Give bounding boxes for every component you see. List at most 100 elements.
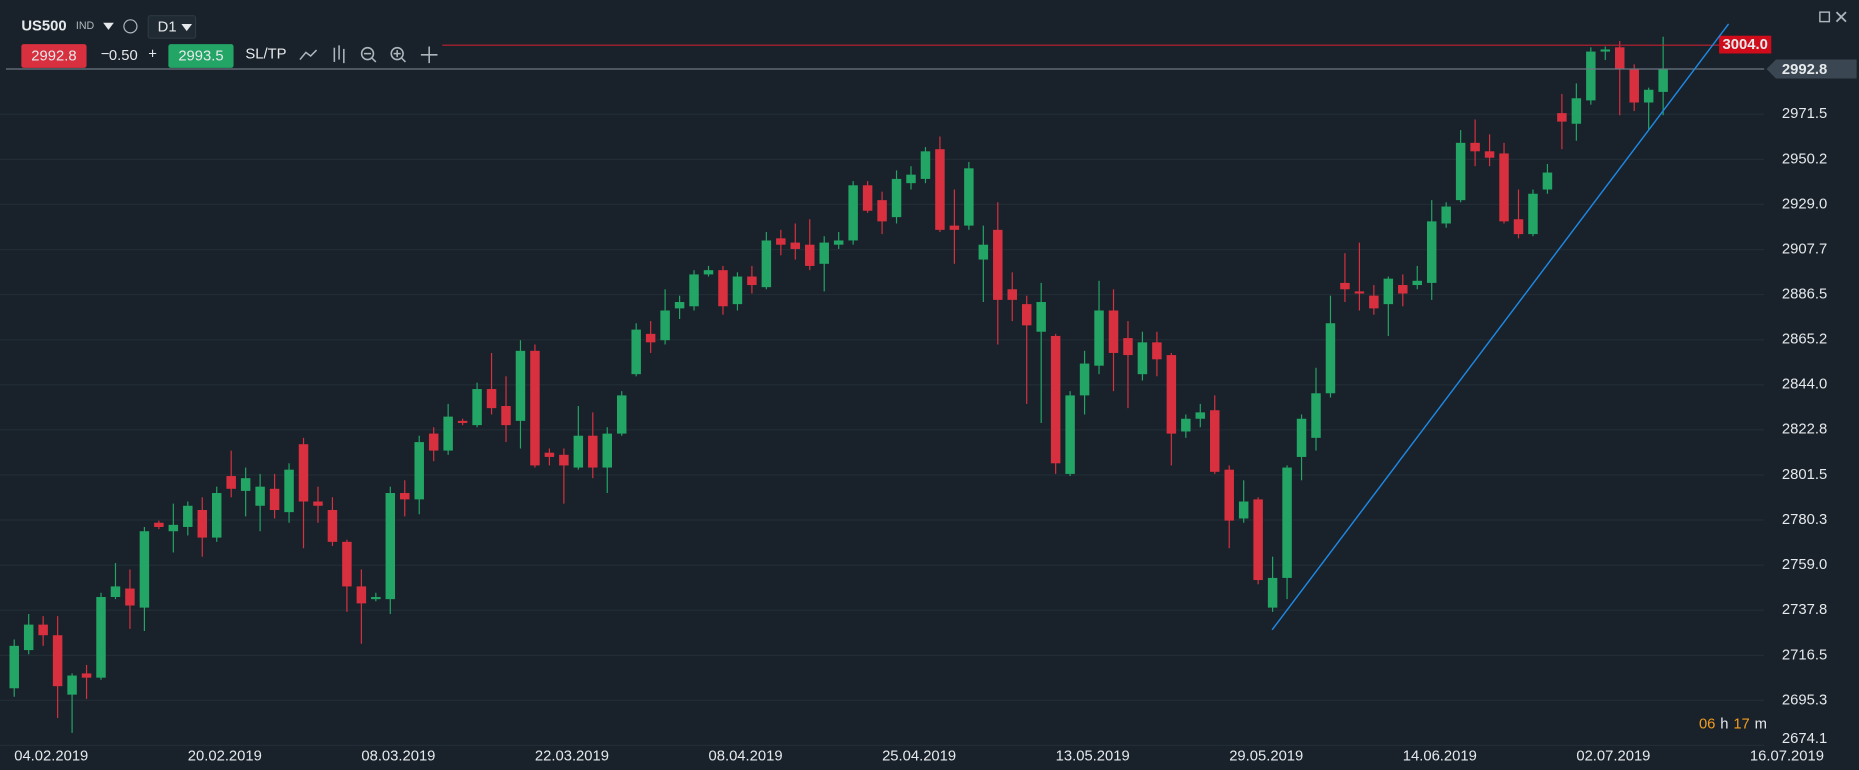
candle-body xyxy=(1643,89,1654,103)
candle-body xyxy=(819,242,829,264)
candle-body xyxy=(1065,395,1075,474)
candle-body xyxy=(428,433,439,451)
candle-body xyxy=(110,586,121,598)
plot-area: 2674.1 2695.3 2716.5 2737.8 2759.0 2780.3 2801… xyxy=(0,35,1857,765)
candle-body xyxy=(1600,49,1611,52)
x-tick-label: 08.04.2019 xyxy=(709,749,783,765)
pan-icon[interactable] xyxy=(420,46,438,64)
candle-body xyxy=(472,389,482,426)
candle-body xyxy=(1354,291,1365,294)
candle-body xyxy=(833,240,844,245)
candle-body xyxy=(1571,98,1582,124)
zoom-out-icon[interactable] xyxy=(360,46,377,63)
candle-body xyxy=(1007,289,1017,300)
candle-body xyxy=(501,406,511,426)
y-tick-label: 2907.7 xyxy=(1782,241,1827,257)
candle-body xyxy=(978,244,989,260)
candle-body xyxy=(1267,577,1278,608)
candle-body xyxy=(1499,153,1509,222)
timeframe-dropdown[interactable] xyxy=(181,23,193,32)
x-tick-label: 22.03.2019 xyxy=(535,749,609,765)
candle-body xyxy=(1311,393,1321,438)
candle-body xyxy=(1383,278,1394,305)
symbol-dropdown[interactable] xyxy=(103,22,114,30)
candle-body xyxy=(993,229,1003,300)
candle-body xyxy=(23,624,34,651)
candle-body xyxy=(400,493,410,500)
y-tick-label: 2971.5 xyxy=(1782,106,1827,122)
alert-label: 3004.0 xyxy=(1723,37,1768,53)
sltp-button[interactable]: SL/TP xyxy=(245,47,286,63)
timeframe-box[interactable] xyxy=(147,15,197,39)
volume[interactable]: 0.50 xyxy=(109,48,138,64)
x-tick-label: 16.07.2019 xyxy=(1750,749,1824,765)
trend-line[interactable] xyxy=(1271,23,1730,631)
bid-price[interactable]: 2992.8 xyxy=(31,48,76,64)
candle-body xyxy=(761,240,772,288)
x-tick-label: 02.07.2019 xyxy=(1576,749,1650,765)
candle-body xyxy=(1484,151,1495,158)
window-controls[interactable] xyxy=(1819,11,1847,23)
symbol[interactable]: US500 xyxy=(21,18,66,34)
candle-body xyxy=(284,469,294,513)
minus-button[interactable]: − xyxy=(101,47,110,63)
candle-body xyxy=(1441,206,1451,224)
candle-body xyxy=(1586,51,1596,101)
candle-body xyxy=(848,185,858,241)
candle-body xyxy=(805,244,815,266)
candle-body xyxy=(1036,302,1046,332)
candle-body xyxy=(1528,193,1538,235)
y-tick-label: 2844.0 xyxy=(1782,377,1827,393)
y-tick-label: 2716.5 xyxy=(1782,647,1827,663)
candle-body xyxy=(703,270,714,275)
candle-body xyxy=(1340,282,1350,290)
candle-body xyxy=(298,444,309,502)
candle-body xyxy=(1210,410,1220,472)
candle-body xyxy=(776,238,786,245)
candle-body xyxy=(877,200,887,222)
buy-button[interactable] xyxy=(168,44,234,68)
candle-body xyxy=(949,225,960,230)
candle-body xyxy=(371,597,381,600)
candle-body xyxy=(1398,285,1408,294)
candle-body xyxy=(9,645,19,689)
countdown-hours: 06 xyxy=(1699,717,1715,733)
y-tick-label: 2674.1 xyxy=(1782,731,1827,747)
line-chart-icon[interactable] xyxy=(299,49,318,61)
sell-button[interactable] xyxy=(21,44,87,68)
candle-body xyxy=(269,488,280,511)
plus-button[interactable]: + xyxy=(148,47,157,63)
ask-price[interactable]: 2993.5 xyxy=(178,48,223,64)
candle-body xyxy=(1296,418,1307,457)
candle-body xyxy=(385,493,396,600)
candle-body xyxy=(718,270,728,307)
info-icon[interactable] xyxy=(123,19,138,34)
candle-body xyxy=(935,149,945,230)
y-tick-label: 2737.8 xyxy=(1782,602,1827,618)
candle-body xyxy=(226,476,236,489)
candle-body xyxy=(631,329,641,375)
candle-body xyxy=(891,178,902,218)
candle-body xyxy=(862,185,873,211)
y-tick-label: 2950.2 xyxy=(1782,151,1827,167)
y-tick-label: 2929.0 xyxy=(1782,196,1827,212)
candle-body xyxy=(197,510,208,538)
candles-icon[interactable] xyxy=(333,45,345,64)
zoom-in-icon[interactable] xyxy=(390,46,407,63)
candle-body xyxy=(125,588,135,606)
candle-body xyxy=(1021,304,1032,326)
countdown-minutes: 17 xyxy=(1733,717,1749,733)
candle-body xyxy=(1137,342,1148,375)
candle-body xyxy=(211,493,222,538)
countdown-m: m xyxy=(1755,717,1767,733)
candle-body xyxy=(1426,221,1437,283)
x-tick-label: 04.02.2019 xyxy=(14,749,88,765)
timeframe[interactable]: D1 xyxy=(158,19,177,35)
candle-body xyxy=(747,276,757,286)
candle-body xyxy=(183,505,193,527)
candle-body xyxy=(486,389,497,409)
candle-body xyxy=(1615,47,1625,69)
candle-body xyxy=(1325,323,1336,394)
